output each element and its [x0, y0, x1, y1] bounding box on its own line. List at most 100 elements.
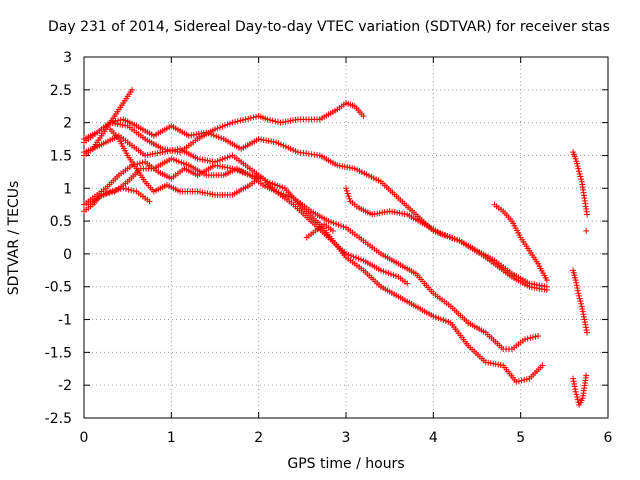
data-point-marker [247, 115, 254, 122]
data-point-marker [246, 172, 253, 179]
data-point-marker [574, 285, 581, 292]
data-point-marker [234, 118, 241, 125]
data-point-marker [578, 176, 585, 183]
data-point-marker [112, 187, 119, 194]
y-tick-label: -2.5 [45, 411, 72, 427]
data-point-marker [573, 391, 580, 398]
y-tick-label: 2 [63, 116, 72, 132]
data-point-marker [249, 172, 256, 179]
data-point-marker [345, 193, 352, 200]
data-point-marker [255, 175, 262, 182]
data-point-marker [267, 117, 274, 124]
y-tick-label: -1.5 [45, 345, 72, 361]
data-point-marker [360, 113, 367, 120]
data-point-marker [575, 165, 582, 172]
data-point-marker [578, 303, 585, 310]
data-point-marker [346, 195, 353, 202]
data-point-marker [583, 372, 590, 379]
data-point-marker [252, 173, 259, 180]
data-point-marker [527, 334, 534, 341]
data-point-marker [571, 383, 578, 390]
series-sat-k [491, 201, 550, 284]
x-tick-label: 4 [429, 430, 438, 446]
data-point-marker [245, 115, 252, 122]
data-point-marker [513, 378, 520, 385]
y-axis-title: SDTVAR / TECUs [6, 181, 22, 296]
x-tick-label: 5 [516, 430, 525, 446]
data-point-marker [576, 292, 583, 299]
y-tick-label: 2.5 [50, 83, 72, 99]
x-tick-label: 3 [342, 430, 351, 446]
data-point-marker [576, 168, 583, 175]
x-tick-label: 0 [80, 430, 89, 446]
data-point-marker [242, 116, 249, 123]
data-point-marker [115, 186, 122, 193]
series-sat-g [107, 126, 262, 198]
x-tick-label: 6 [604, 430, 613, 446]
data-point-marker [115, 117, 122, 124]
y-tick-label: 1 [63, 181, 72, 197]
data-point-marker [535, 332, 542, 339]
data-point-marker [329, 227, 336, 234]
data-point-marker [117, 185, 124, 192]
y-tick-label: 0 [63, 247, 72, 263]
data-point-marker [343, 187, 350, 194]
data-point-marker [239, 117, 246, 124]
data-point-marker [109, 118, 116, 125]
data-point-marker [583, 227, 590, 234]
data-point-marker [343, 185, 349, 192]
data-point-marker [571, 380, 578, 387]
data-point-marker [139, 159, 146, 166]
data-point-marker [518, 377, 525, 384]
series-sat-n [570, 267, 591, 336]
data-point-marker [274, 118, 281, 125]
data-point-marker [579, 308, 586, 315]
data-point-marker [524, 335, 531, 342]
data-point-marker [580, 311, 587, 318]
data-point-marker [344, 190, 351, 197]
data-point-marker [543, 277, 550, 284]
data-point-marker [584, 211, 591, 218]
data-point-marker [130, 187, 137, 194]
series-sat-d [81, 132, 546, 385]
data-point-marker [237, 117, 244, 124]
x-tick-label: 1 [167, 430, 176, 446]
data-point-marker [532, 333, 539, 340]
data-point-marker [573, 282, 580, 289]
data-point-marker [122, 185, 129, 192]
series-sat-m [583, 227, 590, 234]
data-point-marker [580, 313, 587, 320]
axis-tick-labels: 0 1 2 3 4 5 6 -2.5 -2 -1.5 -1 -0.5 0 0.5 1 1.5 2 2.5 3 [45, 50, 613, 446]
data-point-marker [572, 388, 579, 395]
data-point-marker [146, 198, 153, 205]
data-point-marker [576, 295, 583, 302]
y-tick-label: -0.5 [45, 280, 72, 296]
data-point-marker [254, 174, 261, 181]
data-point-marker [576, 170, 583, 177]
data-point-marker [583, 327, 590, 334]
data-point-marker [404, 280, 411, 287]
data-point-marker [574, 396, 581, 403]
series-sat-j [343, 185, 550, 290]
data-point-marker [581, 316, 588, 323]
chart-title: Day 231 of 2014, Sidereal Day-to-day VTE… [48, 19, 610, 35]
data-point-marker [575, 290, 582, 297]
data-point-marker [272, 118, 279, 125]
series-sat-f [81, 155, 411, 287]
data-point-marker [577, 173, 584, 180]
x-axis-title: GPS time / hours [287, 456, 404, 472]
data-point-marker [579, 306, 586, 313]
series-sat-i [303, 221, 336, 241]
data-point-marker [522, 336, 529, 343]
data-point-marker [529, 334, 536, 341]
data-point-marker [523, 376, 530, 383]
data-point-marker [107, 119, 114, 126]
data-point-marker [232, 118, 239, 125]
series-sat-e [81, 159, 542, 353]
data-point-marker [582, 324, 589, 331]
x-tick-label: 2 [254, 430, 263, 446]
data-point-marker [515, 378, 522, 385]
data-points [81, 86, 591, 408]
